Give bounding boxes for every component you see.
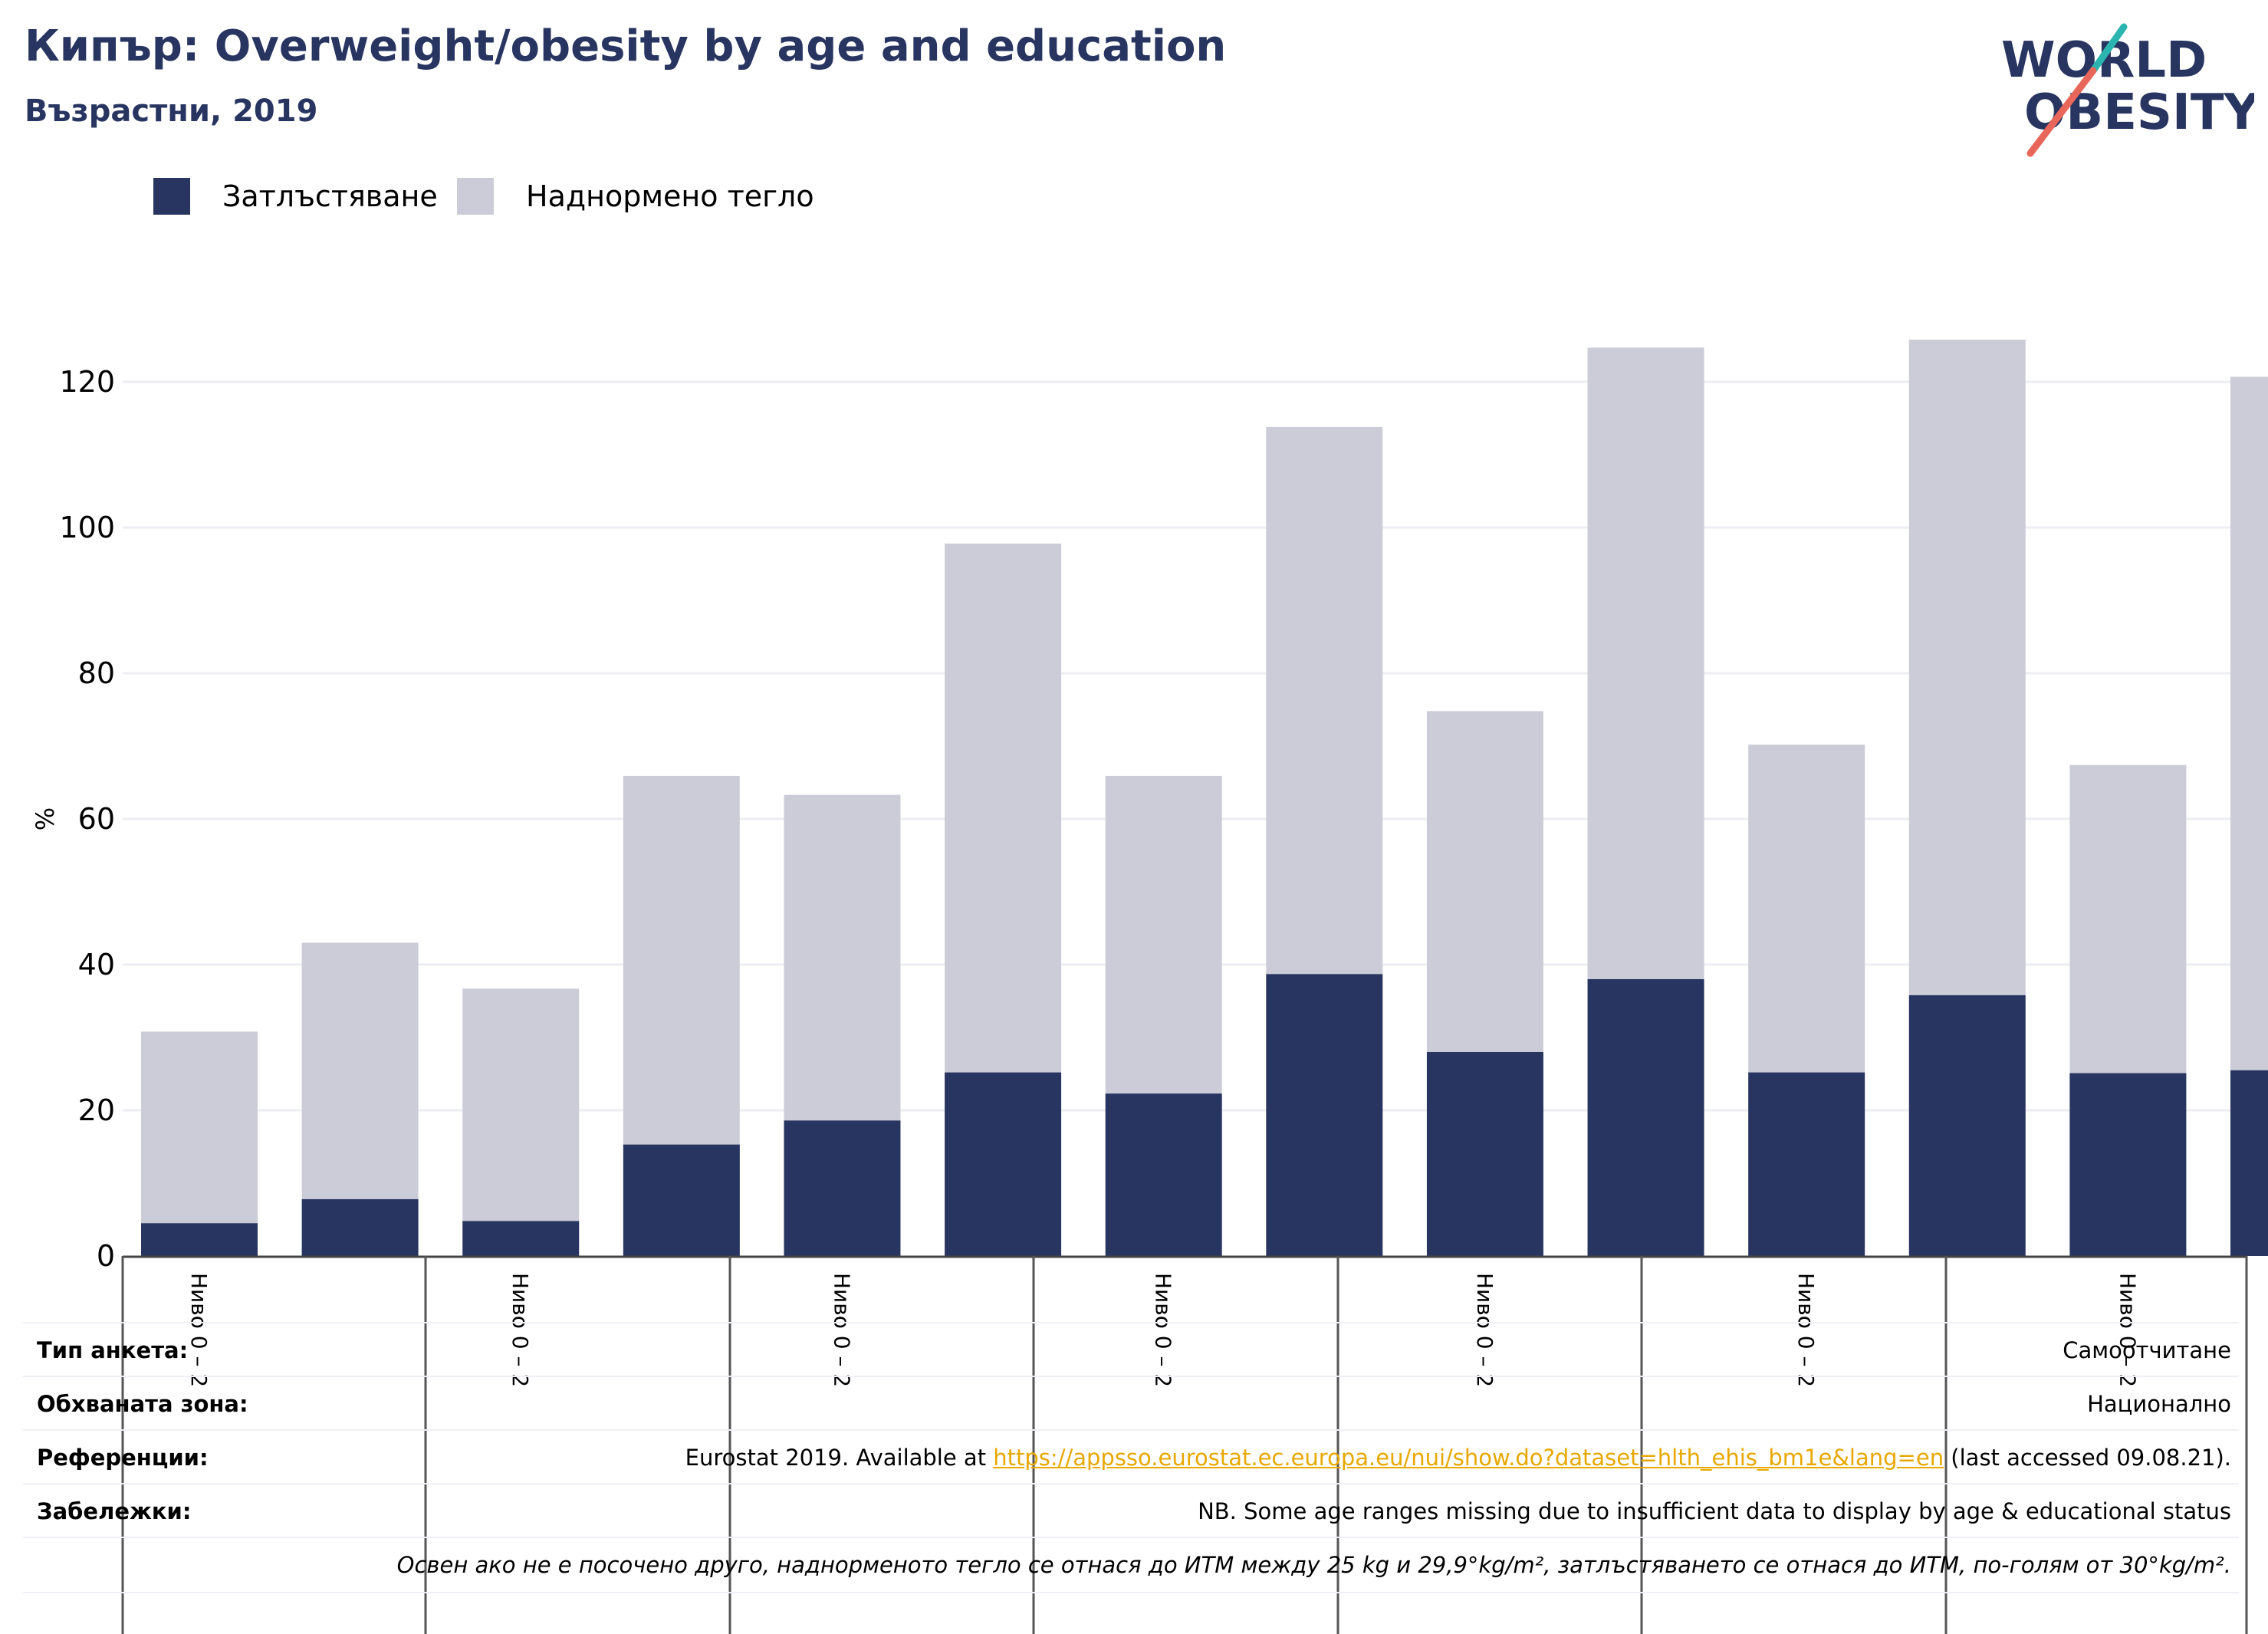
references-suffix: (last accessed 09.08.21). (1944, 1445, 2231, 1471)
y-axis-label: % (31, 807, 60, 830)
bar-obesity (2069, 1073, 2187, 1256)
y-tick-label: 60 (78, 802, 115, 836)
meta-value-definition: Освен ако не е посочено друго, наднормен… (396, 1552, 2231, 1578)
references-link[interactable]: https://appsso.eurostat.ec.europa.eu/nui… (993, 1445, 1944, 1471)
bar-overweight (141, 1031, 258, 1224)
meta-value-coverage: Национално (2087, 1391, 2231, 1417)
references-prefix: Eurostat 2019. Available at (685, 1445, 994, 1471)
y-tick-label: 40 (78, 948, 115, 981)
logo-slash-teal (2089, 23, 2128, 74)
meta-row-survey-type: Тип анкета: Самоотчитане (23, 1322, 2239, 1377)
bar-obesity (462, 1221, 580, 1256)
bar-obesity (1105, 1093, 1222, 1256)
bar-obesity (1587, 979, 1704, 1256)
meta-row-references: Референции: Eurostat 2019. Available at … (23, 1429, 2239, 1484)
x-category-label: Ниво 0 – 2 (1472, 1273, 1497, 1387)
x-category-label: Ниво 0 – 2 (829, 1273, 854, 1387)
bar-overweight (945, 543, 1062, 1073)
meta-value-survey-type: Самоотчитане (2063, 1337, 2231, 1363)
meta-row-notes: Забележки: NB. Some age ranges missing d… (23, 1483, 2239, 1538)
x-category-label: Ниво 0 – 2 (508, 1273, 533, 1387)
page-subtitle: Възрастни, 2019 (25, 94, 318, 129)
x-category-label: Ниво 0 – 2 (1793, 1273, 1819, 1387)
meta-row-coverage: Обхваната зона: Национално (23, 1376, 2239, 1431)
bar-obesity (1266, 974, 1383, 1256)
bar-obesity (945, 1072, 1062, 1256)
y-tick-label: 100 (59, 511, 115, 544)
bar-obesity (301, 1198, 419, 1256)
y-tick-label: 20 (78, 1093, 115, 1127)
bar-overweight (2230, 376, 2268, 1070)
legend-swatch-obesity (153, 178, 190, 215)
page-title: Кипър: Overweight/obesity by age and edu… (25, 21, 1227, 71)
bar-obesity (2230, 1070, 2268, 1256)
world-obesity-logo: WORLD OBESITY (2001, 23, 2260, 161)
bar-obesity (1748, 1072, 1865, 1256)
bar-overweight (1587, 347, 1704, 980)
bar-overweight (2069, 764, 2187, 1073)
bar-overweight (462, 988, 580, 1221)
bar-obesity (623, 1144, 740, 1256)
logo-slash-red (2026, 67, 2097, 157)
bar-overweight (784, 794, 901, 1121)
bar-obesity (141, 1223, 258, 1256)
bar-overweight (1105, 775, 1222, 1094)
meta-row-definition: Освен ако не е посочено друго, наднормен… (23, 1537, 2239, 1593)
y-tick-label: 0 (97, 1239, 115, 1273)
meta-value-notes: NB. Some age ranges missing due to insuf… (1198, 1498, 2231, 1524)
bar-overweight (1748, 745, 1865, 1073)
bar-overweight (1266, 426, 1383, 975)
bar-overweight (1908, 339, 2026, 995)
meta-value-references: Eurostat 2019. Available at https://apps… (685, 1445, 2231, 1471)
bar-obesity (784, 1120, 901, 1256)
bar-obesity (1426, 1052, 1543, 1256)
legend-label-obesity: Затлъстяване (222, 179, 438, 213)
x-category-label: Ниво 0 – 2 (1151, 1273, 1176, 1387)
legend-label-overweight: Наднормено тегло (526, 179, 814, 213)
meta-label-references: Референции: (37, 1445, 209, 1471)
meta-label-survey-type: Тип анкета: (37, 1337, 189, 1363)
x-category-label: Ниво 0 – 2 (186, 1273, 212, 1387)
bar-overweight (301, 942, 419, 1199)
meta-label-notes: Забележки: (37, 1498, 192, 1524)
y-tick-label: 80 (78, 656, 115, 690)
legend-swatch-overweight (457, 178, 494, 215)
bar-overweight (1426, 711, 1543, 1052)
x-category-label: Ниво 0 – 2 (2115, 1273, 2140, 1387)
bar-overweight (623, 775, 740, 1145)
meta-label-coverage: Обхваната зона: (37, 1391, 248, 1417)
bar-obesity (1908, 995, 2026, 1256)
y-tick-label: 120 (59, 365, 115, 399)
